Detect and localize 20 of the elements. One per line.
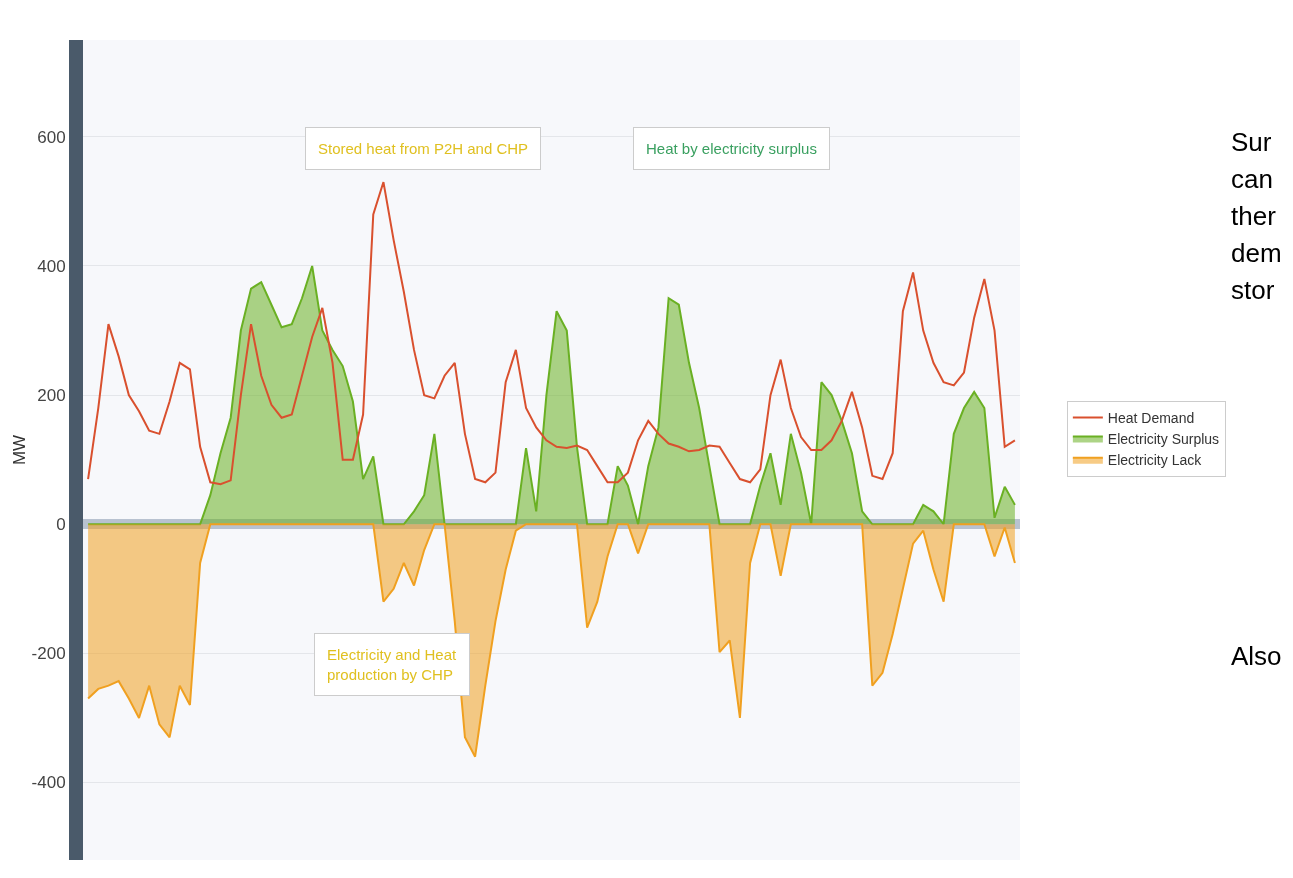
legend-label: Heat Demand xyxy=(1107,409,1195,426)
text: Also xyxy=(1231,641,1282,671)
y-tick-label: 200 xyxy=(37,386,66,406)
text: ther xyxy=(1231,201,1277,231)
y-tick-label: 400 xyxy=(37,256,66,276)
text: can xyxy=(1231,164,1273,194)
annotation: Electricity and Heat production by CHP xyxy=(327,646,458,683)
legend-label: Electricity Surplus xyxy=(1107,431,1220,448)
text: dem xyxy=(1231,238,1282,268)
annotation: Heat by electricity surplus xyxy=(646,140,817,157)
text: stor xyxy=(1231,275,1275,305)
line-series xyxy=(87,181,1016,486)
legend-label: Electricity Lack xyxy=(1107,452,1203,469)
y-tick-label: -200 xyxy=(31,644,66,664)
y-tick-label: 600 xyxy=(37,127,66,147)
annotation: Stored heat from P2H and CHP xyxy=(318,140,529,157)
y-tick-label: -400 xyxy=(31,773,66,793)
y-axis-title: MW xyxy=(9,434,29,466)
y-tick-label: 0 xyxy=(56,515,66,535)
text: Sur xyxy=(1231,127,1272,157)
